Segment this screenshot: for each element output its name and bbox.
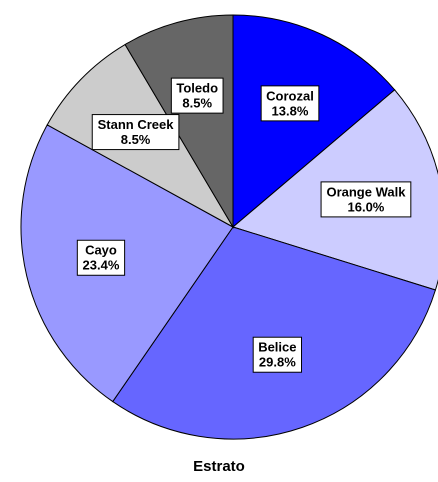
value-label: 8.5%: [182, 96, 212, 111]
label-box: [170, 77, 224, 114]
value-label: 13.8%: [272, 103, 309, 118]
pie-slice: [20, 124, 234, 403]
category-label: Toledo: [176, 81, 218, 96]
category-label: Corozal: [266, 88, 314, 103]
label-box: [252, 336, 303, 373]
label-box: [91, 114, 180, 151]
value-label: 29.8%: [259, 355, 296, 370]
label-box: [320, 181, 412, 218]
category-label: Belice: [258, 340, 296, 355]
value-label: 8.5%: [121, 132, 151, 147]
slices: [20, 14, 438, 440]
category-label: Orange Walk: [326, 184, 406, 199]
pie-slice: [112, 226, 437, 440]
chart-title: Estrato: [193, 458, 245, 475]
label-box: [76, 239, 126, 276]
value-label: 23.4%: [83, 258, 120, 273]
category-label: Stann Creek: [98, 117, 175, 132]
label-box: [260, 85, 320, 122]
category-label: Cayo: [85, 243, 117, 258]
value-label: 16.0%: [348, 199, 385, 214]
